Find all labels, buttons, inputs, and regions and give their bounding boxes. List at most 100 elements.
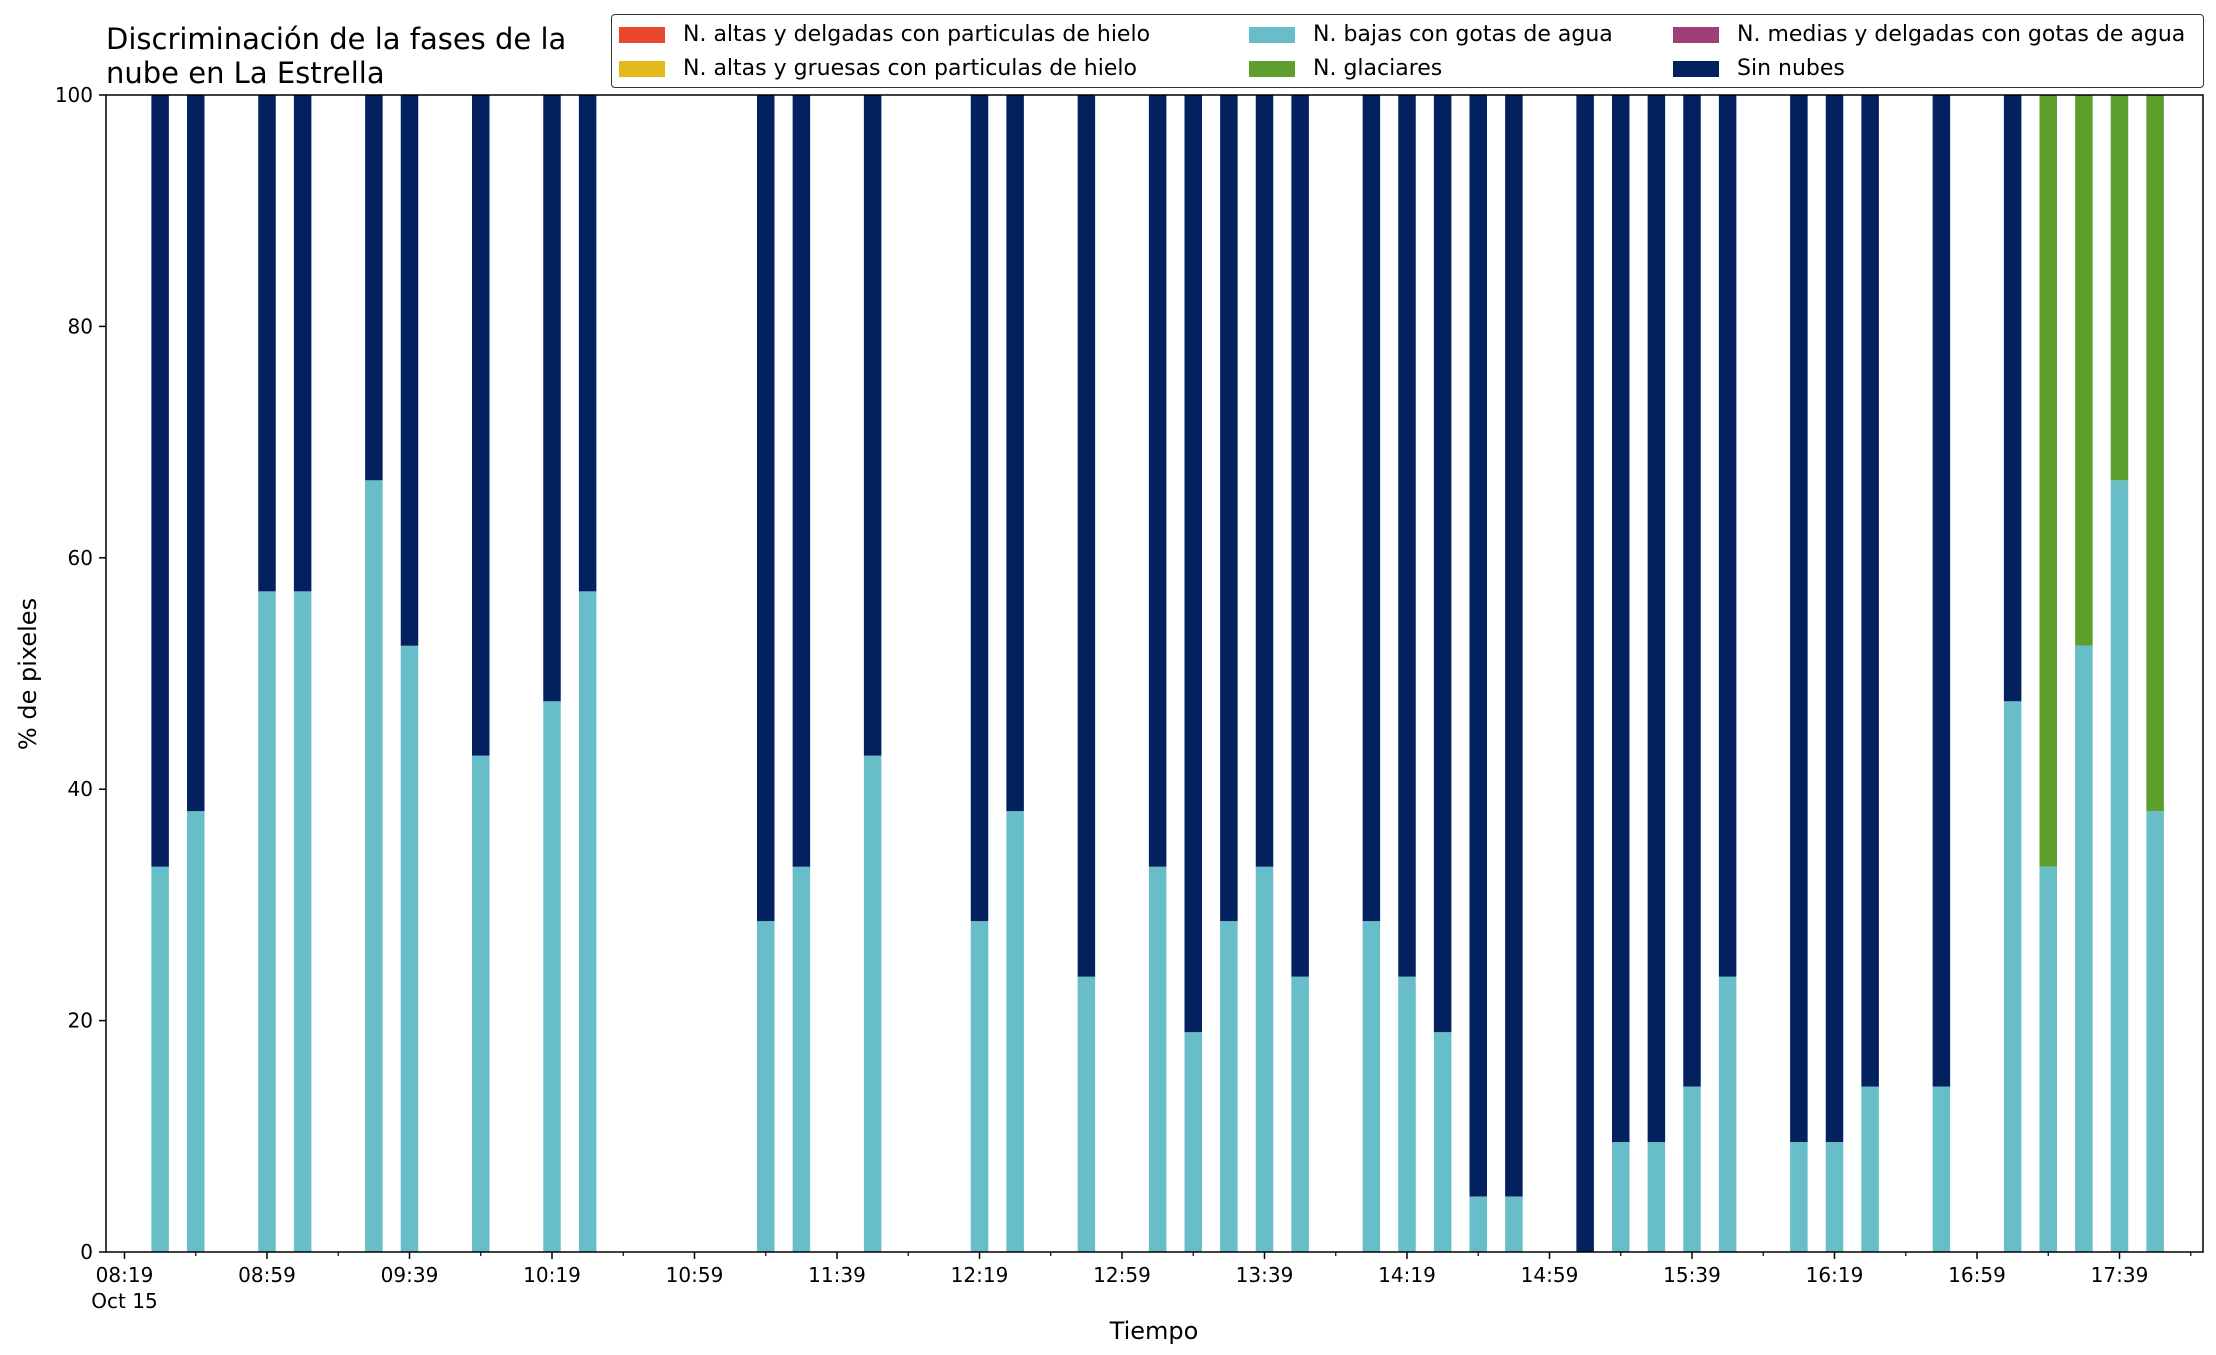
bar-segment-bajas bbox=[2003, 701, 2022, 1252]
bar-segment-bajas bbox=[863, 755, 882, 1252]
x-tick-label: 12:59 bbox=[1093, 1263, 1151, 1287]
bar-segment-sin-nubes bbox=[258, 95, 276, 592]
ticks-layer: 0 20 40 60 80 100 08:19 08:59 09:39 10:19 10:59 11:… bbox=[55, 83, 2192, 1313]
legend-label: Sin nubes bbox=[1737, 56, 1845, 81]
bar-segment-bajas bbox=[1861, 1086, 1879, 1252]
bar-segment-sin-nubes bbox=[1148, 95, 1167, 867]
bar-segment-glaciares bbox=[2146, 95, 2164, 812]
y-tick-label: 40 bbox=[68, 777, 93, 801]
bar-segment-bajas bbox=[1790, 1142, 1808, 1252]
bar-segment-sin-nubes bbox=[863, 95, 882, 756]
bar-segment-sin-nubes bbox=[1469, 95, 1487, 1197]
bar-segment-sin-nubes bbox=[1576, 95, 1594, 1252]
y-tick-label: 0 bbox=[80, 1240, 93, 1264]
bar-segment-bajas bbox=[1718, 976, 1737, 1252]
bar-segment-sin-nubes bbox=[1255, 95, 1274, 867]
bar-segment-bajas bbox=[970, 921, 989, 1252]
bar-segment-bajas bbox=[2075, 645, 2093, 1252]
x-tick-label: 13:39 bbox=[1236, 1263, 1294, 1287]
bar-segment-sin-nubes bbox=[1220, 95, 1238, 922]
bar-segment-bajas bbox=[2039, 866, 2057, 1252]
bar-segment-bajas bbox=[400, 645, 419, 1252]
bar-segment-sin-nubes bbox=[187, 95, 205, 812]
chart-title-line-2: nube en La Estrella bbox=[106, 56, 385, 90]
x-tick-label: 15:39 bbox=[1663, 1263, 1721, 1287]
bar-segment-sin-nubes bbox=[472, 95, 490, 756]
bar-segment-sin-nubes bbox=[1077, 95, 1096, 977]
bar-segment-bajas bbox=[1398, 976, 1416, 1252]
bar-segment-sin-nubes bbox=[1505, 95, 1523, 1197]
chart-title-line-1: Discriminación de la fases de la bbox=[106, 22, 567, 56]
bar-segment-bajas bbox=[1184, 1032, 1202, 1252]
bar-segment-glaciares bbox=[2110, 95, 2129, 481]
bars-layer bbox=[151, 95, 2164, 1252]
bar-segment-sin-nubes bbox=[578, 95, 597, 592]
bar-segment-sin-nubes bbox=[365, 95, 383, 481]
legend-item-altas-delgadas: N. altas y delgadas con particulas de hi… bbox=[619, 22, 1150, 47]
bar-segment-bajas bbox=[1647, 1142, 1666, 1252]
legend-swatch bbox=[1673, 26, 1719, 43]
bar-segment-bajas bbox=[2146, 811, 2164, 1252]
x-tick-label: 10:19 bbox=[523, 1263, 581, 1287]
bar-segment-bajas bbox=[757, 921, 775, 1252]
y-tick-label: 20 bbox=[68, 1009, 93, 1033]
x-tick-label: 14:59 bbox=[1521, 1263, 1579, 1287]
bar-segment-sin-nubes bbox=[1683, 95, 1701, 1087]
bar-segment-bajas bbox=[187, 811, 205, 1252]
bar-segment-bajas bbox=[472, 755, 490, 1252]
bar-segment-sin-nubes bbox=[1790, 95, 1808, 1143]
legend-label: N. bajas con gotas de agua bbox=[1313, 22, 1613, 47]
bar-segment-sin-nubes bbox=[1398, 95, 1416, 977]
legend-swatch bbox=[1673, 60, 1719, 77]
x-tick-label: 09:39 bbox=[381, 1263, 439, 1287]
legend-swatch bbox=[1249, 26, 1295, 43]
bar-segment-bajas bbox=[543, 701, 561, 1252]
chart-title: Discriminación de la fases de la nube en… bbox=[106, 22, 566, 90]
x-axis-label: Tiempo bbox=[1109, 1317, 1199, 1345]
y-tick-label: 80 bbox=[68, 314, 93, 338]
plot-area-frame bbox=[105, 94, 2204, 1253]
bar-segment-bajas bbox=[1505, 1196, 1523, 1252]
legend-swatch bbox=[619, 60, 665, 77]
bar-segment-bajas bbox=[792, 866, 811, 1252]
x-tick-label: 11:39 bbox=[808, 1263, 866, 1287]
bar-segment-bajas bbox=[2110, 480, 2129, 1252]
bar-segment-sin-nubes bbox=[1647, 95, 1666, 1143]
bar-segment-bajas bbox=[1362, 921, 1381, 1252]
y-axis-label: % de pixeles bbox=[14, 598, 42, 750]
bar-segment-bajas bbox=[1932, 1086, 1951, 1252]
bar-segment-bajas bbox=[1291, 976, 1309, 1252]
bar-segment-sin-nubes bbox=[400, 95, 419, 646]
bar-segment-sin-nubes bbox=[151, 95, 169, 867]
bar-segment-glaciares bbox=[2039, 95, 2057, 867]
bar-segment-bajas bbox=[1255, 866, 1274, 1252]
legend-swatch bbox=[1249, 60, 1295, 77]
legend-label: N. altas y delgadas con particulas de hi… bbox=[683, 22, 1151, 47]
bar-segment-bajas bbox=[293, 591, 312, 1252]
bar-segment-sin-nubes bbox=[1184, 95, 1202, 1033]
bar-segment-bajas bbox=[1469, 1196, 1487, 1252]
bar-segment-sin-nubes bbox=[1612, 95, 1630, 1143]
x-tick-label: 17:39 bbox=[2091, 1263, 2149, 1287]
bar-segment-sin-nubes bbox=[543, 95, 561, 702]
legend-item-bajas: N. bajas con gotas de agua bbox=[1249, 22, 1613, 47]
legend: N. altas y delgadas con particulas de hi… bbox=[611, 14, 2204, 88]
bar-segment-bajas bbox=[1077, 976, 1096, 1252]
x-tick-label: 14:19 bbox=[1378, 1263, 1436, 1287]
bar-segment-bajas bbox=[1612, 1142, 1630, 1252]
bar-segment-sin-nubes bbox=[293, 95, 312, 592]
legend-item-sin-nubes: Sin nubes bbox=[1673, 56, 1845, 81]
bar-segment-bajas bbox=[1006, 811, 1024, 1252]
bar-segment-sin-nubes bbox=[1825, 95, 1844, 1143]
bar-segment-sin-nubes bbox=[970, 95, 989, 922]
bar-segment-bajas bbox=[258, 591, 276, 1252]
bar-segment-bajas bbox=[365, 480, 383, 1252]
bar-segment-sin-nubes bbox=[1362, 95, 1381, 922]
bar-segment-bajas bbox=[1683, 1086, 1701, 1252]
legend-swatch bbox=[619, 26, 665, 43]
x-tick-label: 16:59 bbox=[1948, 1263, 2006, 1287]
bar-segment-sin-nubes bbox=[1932, 95, 1951, 1087]
bar-segment-bajas bbox=[1825, 1142, 1844, 1252]
y-tick-label: 60 bbox=[68, 546, 93, 570]
